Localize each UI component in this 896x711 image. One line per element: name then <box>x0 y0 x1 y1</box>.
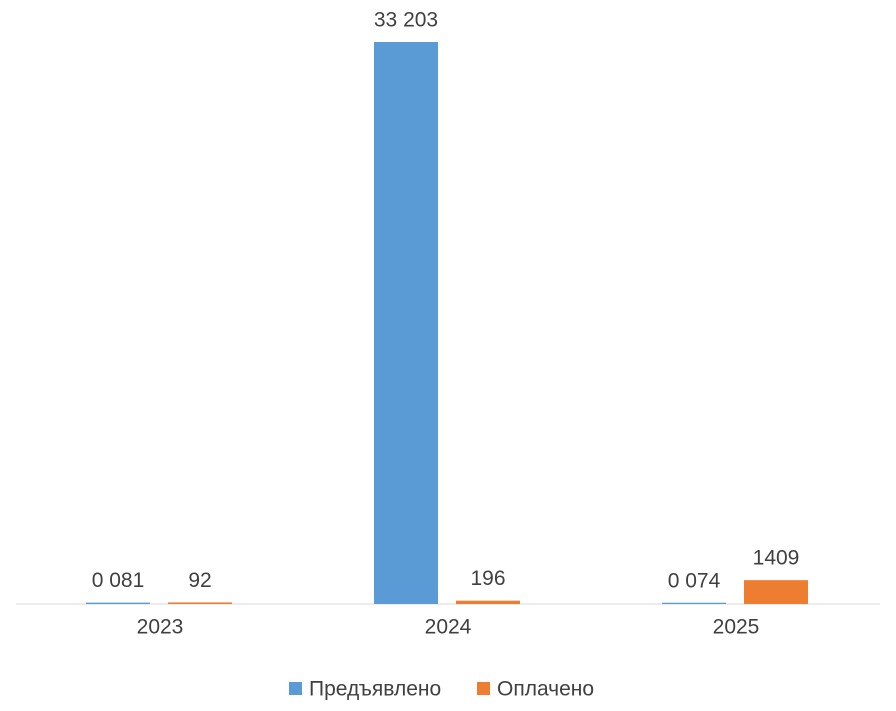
bar <box>374 42 438 604</box>
legend-swatch <box>289 682 302 695</box>
bar <box>86 602 150 604</box>
data-label: 33 203 <box>374 9 438 32</box>
data-label: 1409 <box>753 547 800 570</box>
legend-label: Оплачено <box>497 678 594 701</box>
data-label: 0 081 <box>92 569 145 592</box>
legend-swatch <box>477 682 490 695</box>
data-label: 92 <box>188 569 211 592</box>
x-tick-label: 2024 <box>425 616 472 639</box>
x-tick-label: 2025 <box>713 616 760 639</box>
legend-label: Предъявлено <box>309 678 441 701</box>
bar <box>744 580 808 604</box>
bar <box>456 600 520 604</box>
x-tick-label: 2023 <box>137 616 184 639</box>
bar <box>662 602 726 604</box>
bar <box>168 602 232 604</box>
data-label: 196 <box>470 567 505 590</box>
data-label: 0 074 <box>668 569 721 592</box>
